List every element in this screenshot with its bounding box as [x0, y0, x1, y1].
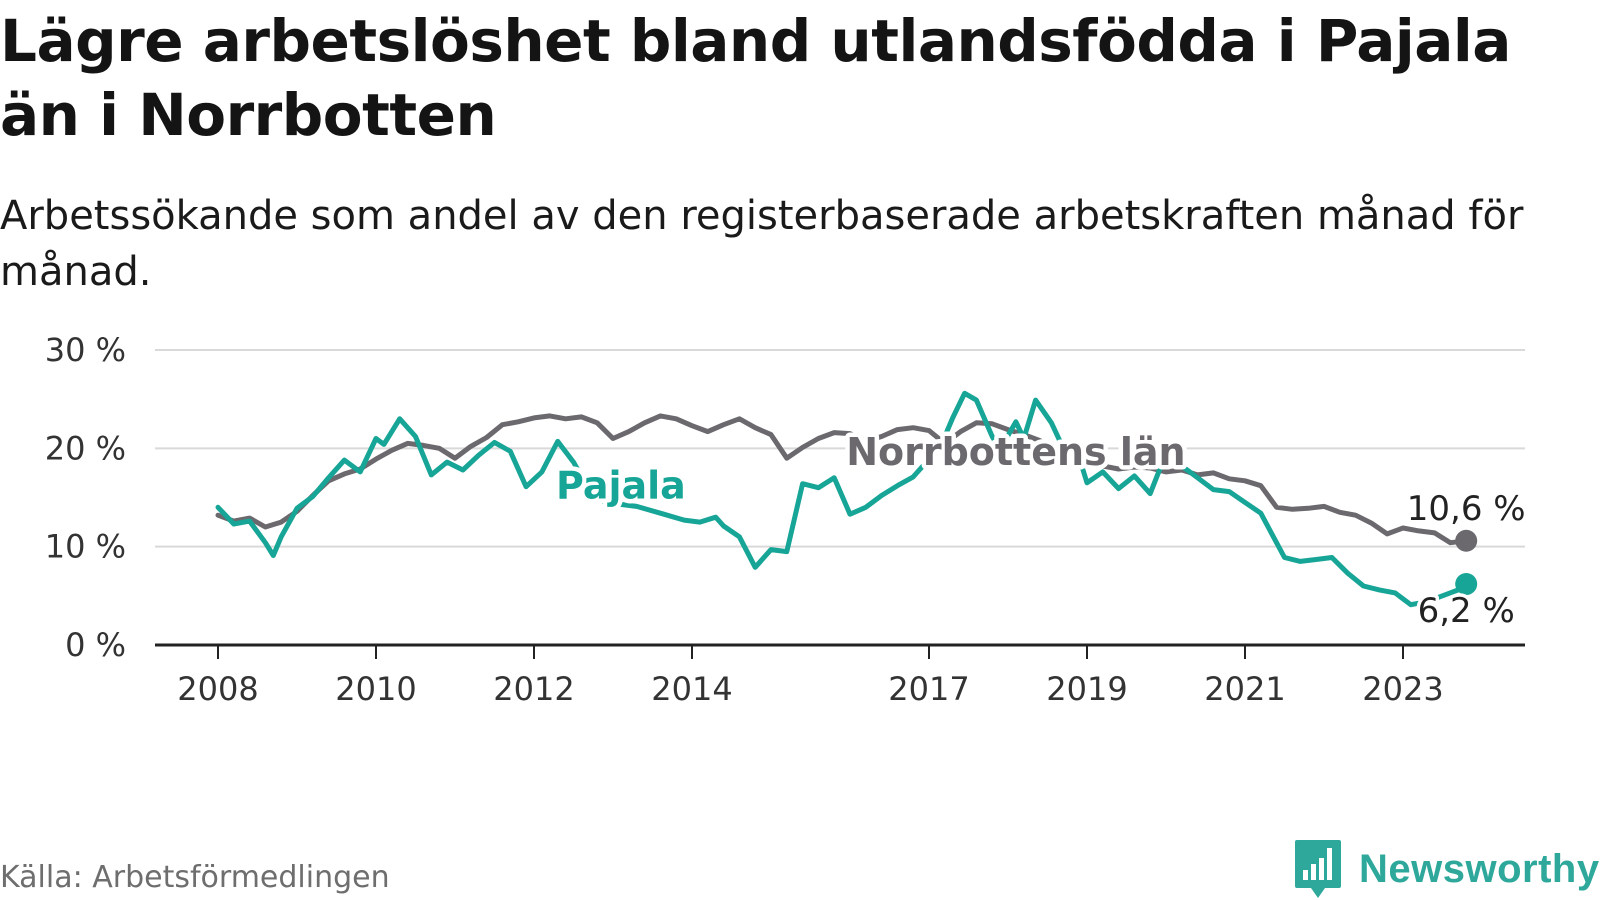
x-tick-label: 2021	[1204, 670, 1285, 708]
series-lines	[215, 390, 1478, 608]
x-tick-label: 2010	[335, 670, 416, 708]
series-line-pajala	[215, 390, 1469, 608]
x-tick-label: 2017	[888, 670, 969, 708]
y-tick-label: 10 %	[45, 528, 126, 566]
series-label: Norrbottens län	[846, 430, 1185, 474]
gridlines	[155, 349, 1525, 548]
end-value-label: 6,2 %	[1418, 591, 1515, 631]
end-point-norrbottens-l-n	[1455, 529, 1478, 552]
x-tick-label: 2014	[651, 670, 732, 708]
series-line-norrbottens-l-n	[215, 413, 1469, 546]
x-tick-label: 2008	[177, 670, 258, 708]
x-tick-label: 2023	[1362, 670, 1443, 708]
newsworthy-logo[interactable]: Newsworthy	[1293, 838, 1600, 900]
end-value-label: 10,6 %	[1407, 489, 1526, 529]
source-note: Källa: Arbetsförmedlingen	[0, 860, 390, 895]
chart-subtitle: Arbetssökande som andel av den registerb…	[0, 193, 1524, 295]
series-label: Pajala	[556, 463, 686, 507]
y-tick-label: 20 %	[45, 429, 126, 467]
axes: 0 % 10 % 20 % 30 % 2008 2010 2012 2014 2017 2019 2…	[45, 331, 1525, 708]
chart-title: Lägre arbetslöshet bland utlandsfödda i …	[0, 7, 1511, 149]
brand-name: Newsworthy	[1359, 846, 1600, 891]
end-point-pajala	[1455, 573, 1478, 596]
chart-bubble-icon	[1295, 840, 1341, 898]
series-labels: Norrbottens län Pajala 10,6 % 6,2 %	[551, 426, 1529, 635]
x-tick-label: 2012	[493, 670, 574, 708]
y-tick-label: 30 %	[45, 331, 126, 369]
x-tick-label: 2019	[1046, 670, 1127, 708]
y-tick-label: 0 %	[65, 626, 126, 664]
